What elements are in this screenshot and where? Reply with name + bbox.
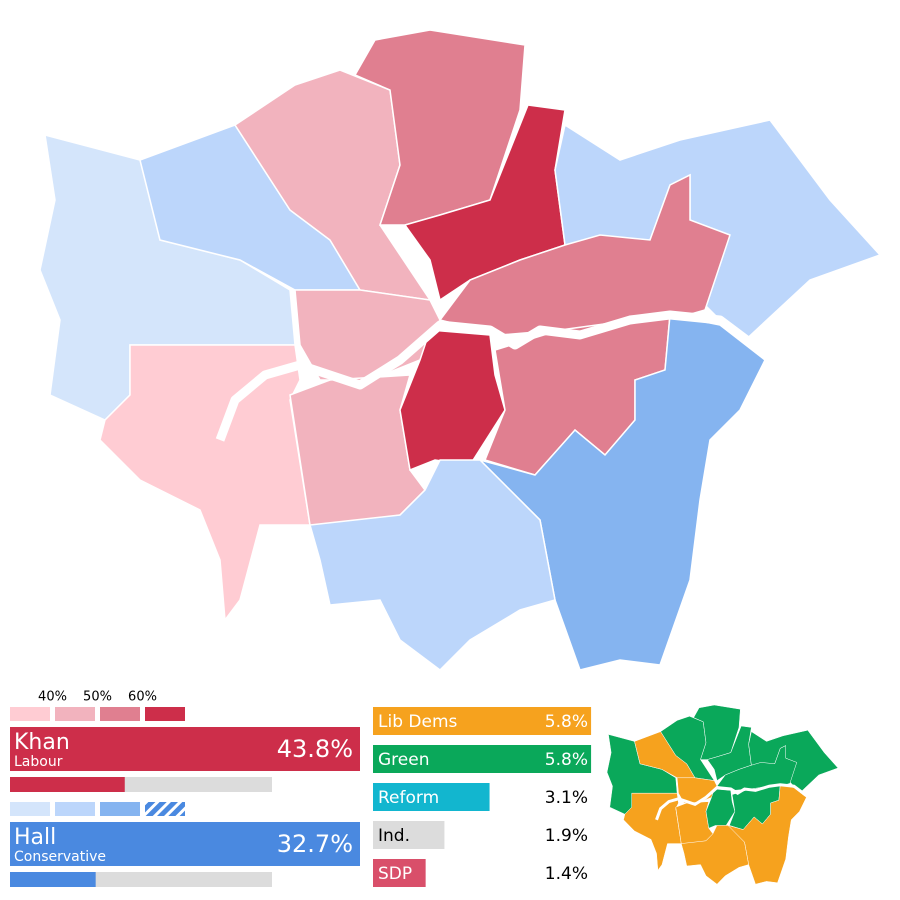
borough (660, 715, 715, 781)
bar (373, 745, 592, 773)
candidate-party: Labour (14, 754, 63, 770)
bar (373, 783, 490, 811)
swatch (145, 707, 185, 721)
borough (716, 745, 798, 791)
party-share: 1.9% (545, 826, 588, 846)
party-name: Reform (378, 788, 439, 808)
bar (373, 859, 426, 887)
borough (623, 792, 682, 871)
candidate-box (10, 822, 360, 866)
candidate-name: Hall (14, 825, 56, 850)
swatch (100, 707, 140, 721)
swatch (10, 802, 50, 816)
party-share: 5.8% (545, 712, 588, 732)
river (215, 310, 763, 442)
candidate-name: Khan (14, 730, 70, 755)
bar (10, 872, 96, 887)
borough (727, 784, 807, 885)
candidate-box (10, 727, 360, 771)
candidate-share: 43.8% (277, 735, 353, 763)
legend-label: 60% (128, 690, 157, 705)
legend: 40% 50% 60% (10, 690, 185, 816)
candidate-party: Conservative (14, 849, 106, 865)
party-name: Green (378, 750, 429, 770)
bar (373, 821, 445, 849)
bar (10, 777, 125, 792)
swatch (55, 707, 95, 721)
party-name: Lib Dems (378, 712, 457, 732)
bar (373, 707, 592, 735)
candidate-share: 32.7% (277, 830, 353, 858)
party-name: Ind. (378, 826, 410, 846)
swatch (100, 802, 140, 816)
river (655, 783, 806, 821)
borough (477, 314, 766, 671)
inset-map (606, 704, 839, 885)
party-share: 1.4% (545, 864, 588, 884)
party-name: SDP (378, 864, 412, 884)
swatch (55, 802, 95, 816)
borough (438, 173, 731, 336)
main-map (39, 29, 882, 671)
legend-label: 50% (83, 690, 112, 705)
swatch (145, 802, 185, 816)
borough (680, 825, 749, 885)
party-share: 3.1% (545, 788, 588, 808)
swatch (10, 707, 50, 721)
party-share: 5.8% (545, 750, 588, 770)
borough (99, 344, 311, 623)
borough (309, 459, 556, 671)
borough (233, 69, 432, 301)
legend-label: 40% (38, 690, 67, 705)
